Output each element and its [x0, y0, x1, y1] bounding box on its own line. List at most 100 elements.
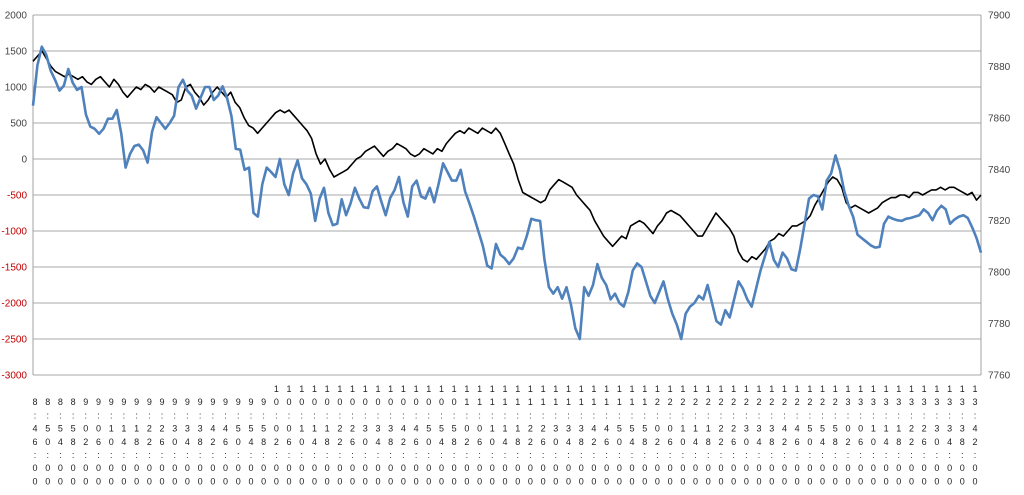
left-tick-label: -2500	[1, 335, 27, 346]
x-axis-labels: 8:4 6:0 0 8:5 0:0 0 8:5 4:0 0 8:5 8:0 0 9:0 2:0 0 9:0 6:…	[32, 384, 977, 486]
left-tick-label: 1000	[5, 83, 28, 94]
left-tick-label: 500	[10, 119, 27, 130]
right-tick-label: 7820	[988, 216, 1011, 227]
gridlines	[32, 14, 982, 376]
right-tick-label: 7840	[988, 165, 1011, 176]
index-series-left-axis	[31, 45, 983, 341]
index-line	[31, 45, 983, 341]
left-tick-label: 2000	[5, 11, 28, 22]
left-tick-label: 1500	[5, 47, 28, 58]
left-tick-label: -2000	[1, 299, 27, 310]
right-tick-label: 7880	[988, 62, 1011, 73]
